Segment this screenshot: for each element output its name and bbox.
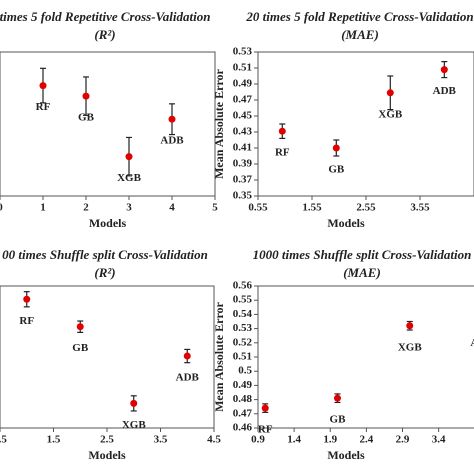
y-tick-label: 0.48 <box>233 393 253 405</box>
x-tick-label: 2.9 <box>396 434 410 446</box>
x-tick-label: 0 <box>0 202 3 214</box>
chart-title: 1000 times Shuffle split Cross-Validatio… <box>253 247 472 262</box>
x-axis-label: Models <box>327 448 365 462</box>
y-axis-label: Mean Absolute Error <box>212 68 226 178</box>
point <box>333 394 341 402</box>
point <box>23 295 31 303</box>
plot-frame <box>257 285 474 429</box>
y-tick-label: 0.52 <box>233 336 253 348</box>
y-tick-label: 0.55 <box>233 294 253 306</box>
plot-frame <box>0 285 215 429</box>
point-label: XGB <box>398 341 423 353</box>
point <box>261 404 269 412</box>
y-axis-label: Mean Absolute Error <box>212 301 226 411</box>
x-axis-label: Models <box>88 448 126 462</box>
y-tick-label: 0.5 <box>238 365 252 377</box>
x-tick-label: 1 <box>40 202 46 214</box>
x-tick-label: 4.5 <box>207 434 221 446</box>
y-tick-label: 0.53 <box>233 322 253 334</box>
point <box>332 144 340 152</box>
point <box>278 127 286 135</box>
point-label: RF <box>258 424 273 436</box>
point-label: RF <box>275 147 290 159</box>
point-label: RF <box>19 315 34 327</box>
x-axis-label: Models <box>327 216 365 230</box>
chart-subtitle: (R²) <box>94 27 115 42</box>
point-label: GB <box>72 342 89 354</box>
x-tick-label: 3.55 <box>410 202 430 214</box>
x-tick-label: 5 <box>212 202 218 214</box>
y-tick-label: 0.49 <box>233 78 253 90</box>
x-tick-label: 2.55 <box>356 202 376 214</box>
point <box>76 323 84 331</box>
chart-subtitle: (MAE) <box>343 265 381 280</box>
x-tick-label: 1.5 <box>47 434 61 446</box>
chart-subtitle: (R²) <box>94 265 115 280</box>
y-tick-label: 0.47 <box>233 94 253 106</box>
point <box>168 115 176 123</box>
point <box>82 92 90 100</box>
x-tick-label: 2.4 <box>360 434 374 446</box>
x-tick-label: 3 <box>126 202 132 214</box>
x-tick-label: 2 <box>83 202 89 214</box>
y-tick-label: 0.53 <box>233 46 253 58</box>
point-label: GB <box>330 414 347 426</box>
x-tick-label: 1.55 <box>302 202 322 214</box>
y-tick-label: 0.54 <box>233 308 253 320</box>
point <box>386 89 394 97</box>
y-tick-label: 0.49 <box>233 379 253 391</box>
point-label: XGB <box>122 419 147 431</box>
point-label: ADB <box>470 337 474 349</box>
chart-title: 00 times Shuffle split Cross-Validation <box>2 247 208 262</box>
y-tick-label: 0.39 <box>233 158 253 170</box>
point-label: ADB <box>176 372 200 384</box>
point <box>406 322 414 330</box>
x-tick-label: 1.4 <box>287 434 301 446</box>
point-label: ADB <box>160 135 184 147</box>
x-tick-label: 4 <box>169 202 175 214</box>
x-tick-label: 2.5 <box>100 434 114 446</box>
x-tick-label: 3.5 <box>154 434 168 446</box>
y-tick-label: 0.43 <box>233 126 253 138</box>
x-axis-label: Models <box>89 216 127 230</box>
chart-title: times 5 fold Repetitive Cross-Validation <box>0 9 210 24</box>
x-tick-label: 0.9 <box>251 434 265 446</box>
point-label: ADB <box>433 85 457 97</box>
y-tick-label: 0.46 <box>233 422 253 434</box>
y-tick-label: 0.41 <box>233 142 252 154</box>
chart-title: 20 times 5 fold Repetitive Cross-Validat… <box>245 9 473 24</box>
y-tick-label: 0.37 <box>233 174 253 186</box>
point <box>130 399 138 407</box>
plot-frame <box>257 51 474 197</box>
x-tick-label: 3.4 <box>432 434 446 446</box>
y-tick-label: 0.56 <box>233 280 253 292</box>
y-tick-label: 0.47 <box>233 407 253 419</box>
point <box>183 352 191 360</box>
point-label: GB <box>328 164 345 176</box>
point-label: RF <box>36 101 51 113</box>
point <box>39 82 47 90</box>
x-tick-label: 0.55 <box>248 202 268 214</box>
point <box>125 153 133 161</box>
x-tick-label: 1.9 <box>323 434 337 446</box>
y-tick-label: 0.35 <box>233 190 253 202</box>
point-label: XGB <box>117 172 142 184</box>
y-tick-label: 0.51 <box>233 351 252 363</box>
plot-frame <box>0 51 216 197</box>
chart-subtitle: (MAE) <box>341 27 379 42</box>
point-label: XGB <box>378 108 403 120</box>
point-label: GB <box>78 112 95 124</box>
y-tick-label: 0.51 <box>233 62 252 74</box>
point <box>440 66 448 74</box>
x-tick-label: 0.5 <box>0 434 7 446</box>
y-tick-label: 0.45 <box>233 110 253 122</box>
